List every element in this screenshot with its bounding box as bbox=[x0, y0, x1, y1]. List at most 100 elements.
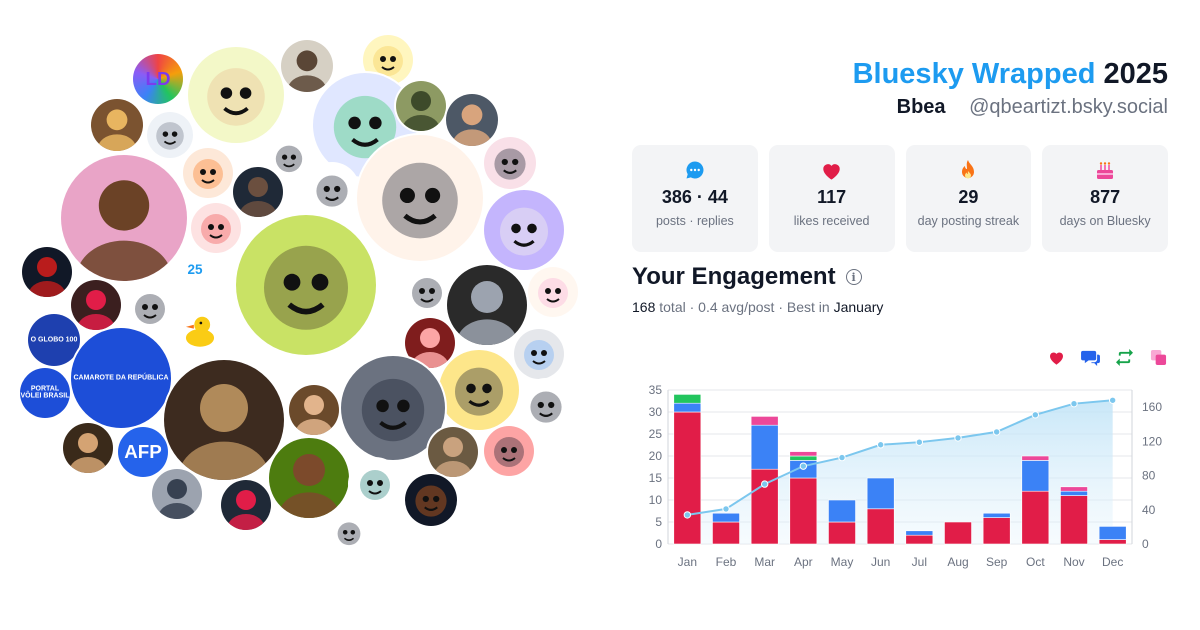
person-silhouette-icon bbox=[278, 454, 340, 518]
y-right-tick-label: 40 bbox=[1142, 503, 1156, 517]
legend-quotes-quote-icon[interactable] bbox=[1148, 347, 1168, 367]
person-silhouette-icon bbox=[412, 278, 442, 308]
person-silhouette-icon bbox=[337, 522, 361, 546]
avatar bbox=[183, 148, 233, 198]
legend-replies-reply-icon[interactable] bbox=[1080, 347, 1100, 367]
avatar-logo-text: CAMAROTE DA REPÚBLICA bbox=[73, 374, 169, 382]
avatar-logo: 25 bbox=[177, 252, 213, 288]
bar-segment bbox=[982, 517, 1011, 545]
bar-segment bbox=[866, 508, 895, 545]
y-right-tick-label: 80 bbox=[1142, 469, 1156, 483]
avatar bbox=[341, 356, 445, 460]
stat-label-streak: day posting streak bbox=[917, 214, 1020, 228]
engagement-best-prefix: Best in bbox=[786, 299, 830, 315]
stat-label-days: days on Bluesky bbox=[1059, 214, 1151, 228]
person-silhouette-icon bbox=[402, 91, 440, 131]
avatar bbox=[484, 190, 564, 270]
cumulative-point bbox=[722, 505, 730, 513]
x-tick-label: Jan bbox=[678, 555, 697, 569]
avatar bbox=[289, 385, 339, 435]
avatar bbox=[306, 164, 358, 216]
stat-value-days: 877 bbox=[1090, 187, 1121, 207]
avatar bbox=[91, 99, 143, 151]
person-silhouette-icon bbox=[295, 395, 333, 435]
person-silhouette-icon bbox=[538, 278, 568, 308]
engagement-chart: 0 5 10 15 20 25 30 35 0 40 80 120 160 Jan Feb Mar Apr May… bbox=[649, 383, 1163, 569]
title-brand: Bluesky Wrapped bbox=[852, 58, 1096, 90]
person-silhouette-icon bbox=[382, 162, 458, 239]
avatar-logo: LD bbox=[133, 54, 183, 104]
info-icon[interactable]: i bbox=[845, 269, 862, 285]
person-silhouette-icon bbox=[158, 479, 196, 519]
cumulative-point bbox=[1031, 411, 1040, 419]
bar-segment bbox=[1098, 526, 1127, 540]
avatar-logo-text: AFP bbox=[124, 441, 162, 463]
bar-segment bbox=[866, 477, 895, 510]
y-left-tick-label: 30 bbox=[649, 405, 663, 419]
y-left-tick-label: 10 bbox=[649, 493, 663, 507]
person-silhouette-icon bbox=[500, 207, 548, 256]
y-right-tick-label: 120 bbox=[1142, 434, 1162, 448]
avatar bbox=[281, 40, 333, 92]
person-silhouette-icon bbox=[227, 490, 265, 530]
avatar-logo-text: PORTAL VÔLEI BRASIL bbox=[20, 385, 70, 400]
bar-segment bbox=[750, 416, 779, 426]
engagement-summary: 168 total · 0.4 avg/post · Best in Janua… bbox=[632, 299, 883, 315]
bar-segment bbox=[673, 394, 702, 404]
person-silhouette-icon bbox=[28, 257, 66, 297]
person-silhouette-icon bbox=[530, 391, 562, 423]
person-silhouette-icon bbox=[415, 485, 447, 517]
person-silhouette-icon bbox=[201, 214, 231, 244]
person-silhouette-icon bbox=[373, 46, 403, 76]
person-silhouette-icon bbox=[333, 95, 397, 159]
chart-legend bbox=[1046, 347, 1168, 367]
avatar bbox=[484, 426, 534, 476]
x-tick-label: Nov bbox=[1063, 555, 1084, 569]
cumulative-point bbox=[683, 511, 692, 519]
bar-segment bbox=[1060, 495, 1088, 545]
stat-label-likes: likes received bbox=[793, 214, 870, 228]
person-silhouette-icon bbox=[207, 68, 265, 126]
avatar bbox=[152, 469, 202, 519]
bar-segment bbox=[944, 521, 972, 545]
stat-value-posts: 386 · 44 bbox=[661, 187, 728, 207]
avatar-logo: O GLOBO 100 bbox=[28, 314, 80, 366]
avatar bbox=[147, 112, 193, 158]
bar-segment bbox=[750, 468, 779, 545]
person-silhouette-icon bbox=[193, 159, 223, 189]
x-tick-label: Jul bbox=[912, 555, 927, 569]
separator-dot: · bbox=[778, 299, 784, 315]
bar-segment bbox=[905, 530, 934, 536]
cumulative-point bbox=[799, 462, 808, 470]
person-silhouette-icon bbox=[76, 180, 172, 281]
cumulative-point bbox=[915, 438, 924, 446]
avatar bbox=[71, 280, 121, 330]
avatar bbox=[405, 474, 457, 526]
avatar bbox=[428, 427, 478, 477]
bar-segment bbox=[789, 455, 818, 461]
person-silhouette-icon bbox=[452, 104, 492, 146]
speech-bubble-icon bbox=[632, 159, 758, 181]
cumulative-point bbox=[992, 428, 1001, 436]
user-line: Bbea @qbeartizt.bsky.social bbox=[897, 96, 1168, 119]
person-silhouette-icon bbox=[456, 281, 518, 345]
avatar bbox=[446, 94, 498, 146]
legend-likes-heart-icon[interactable] bbox=[1046, 347, 1066, 367]
bar-segment bbox=[1021, 490, 1050, 545]
bar-segment bbox=[673, 411, 702, 545]
x-tick-label: May bbox=[831, 555, 854, 569]
stat-value-likes: 117 bbox=[817, 187, 847, 207]
bar-segment bbox=[712, 512, 740, 523]
cumulative-point bbox=[760, 480, 769, 488]
legend-reposts-repost-icon[interactable] bbox=[1114, 347, 1134, 367]
avatar bbox=[528, 267, 578, 317]
y-left-tick-label: 20 bbox=[649, 449, 663, 463]
avatar-logo: CAMAROTE DA REPÚBLICA bbox=[71, 328, 171, 428]
engagement-total-value: 168 bbox=[632, 299, 656, 315]
person-silhouette-icon bbox=[434, 437, 472, 477]
avatar bbox=[447, 265, 527, 345]
bar-segment bbox=[982, 512, 1011, 518]
person-silhouette-icon bbox=[494, 148, 526, 180]
avatar bbox=[125, 283, 175, 333]
cumulative-point bbox=[876, 441, 885, 449]
